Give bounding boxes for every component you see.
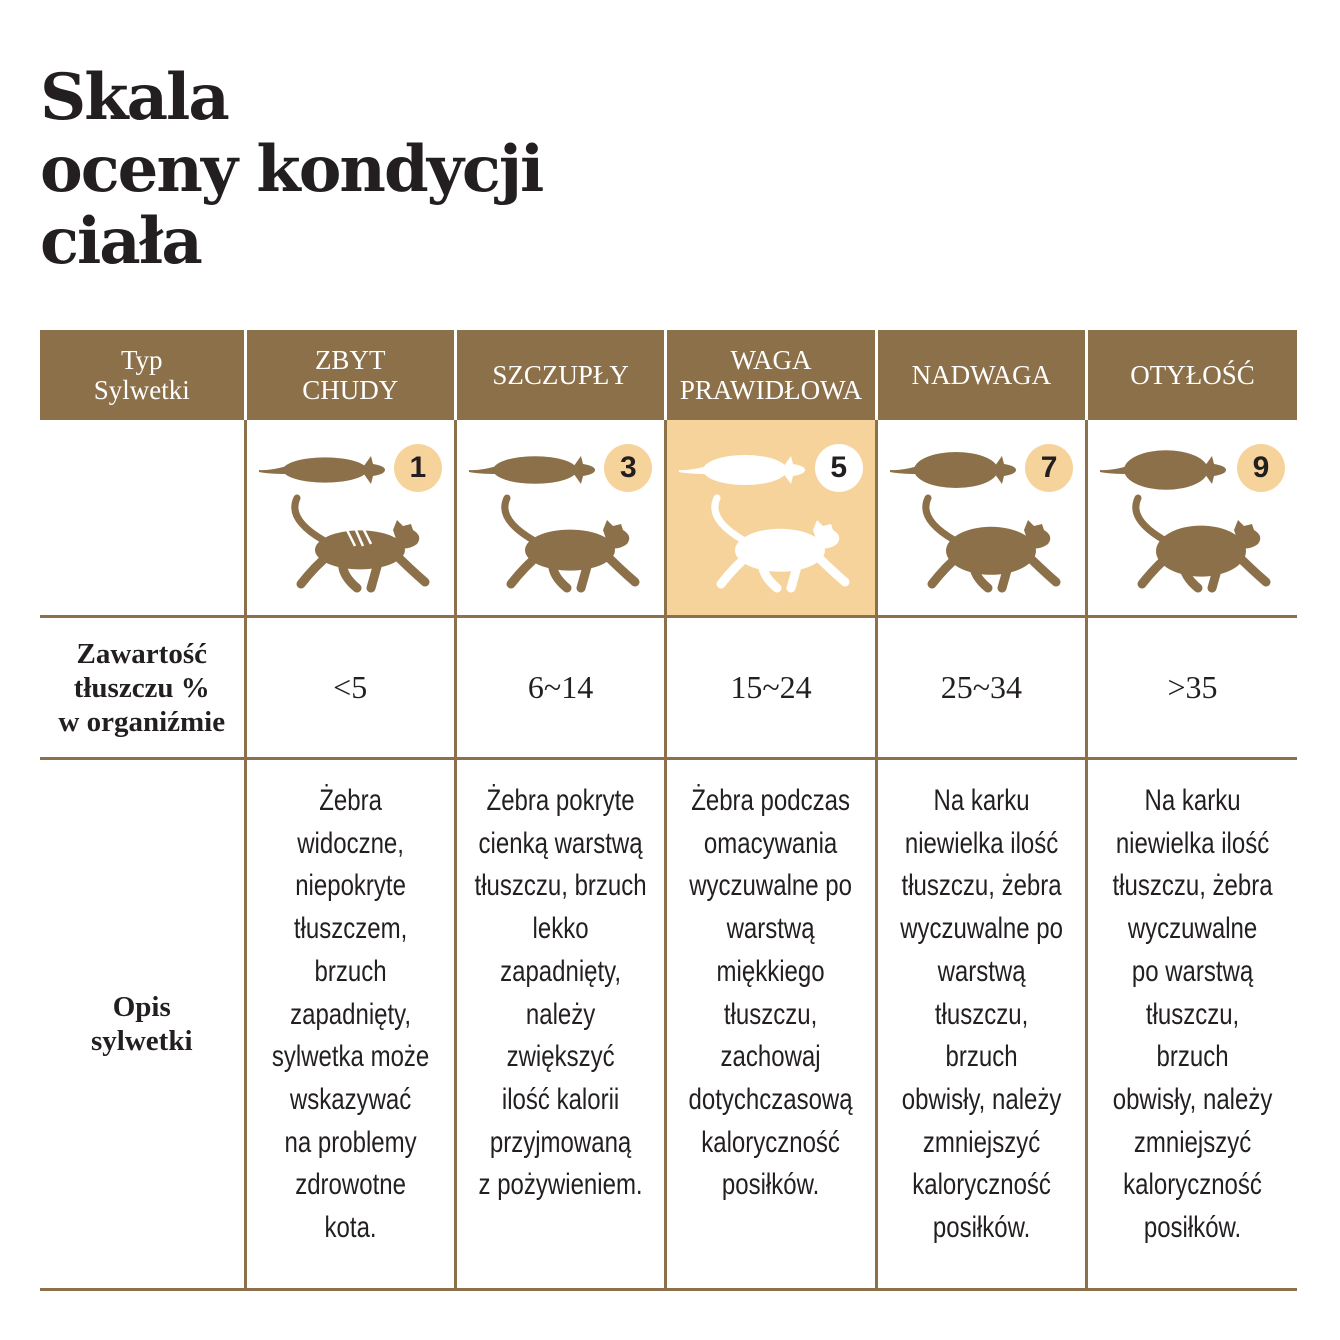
cat-side-view-icon [922, 494, 1061, 593]
silhouettes: 5 [667, 420, 874, 615]
fat-value: >35 [1085, 616, 1297, 760]
description-row: Opis sylwetki Żebra widoczne, niepokryte… [40, 758, 1297, 1291]
description-cell: Na karku niewielka ilość tłuszczu, żebra… [874, 758, 1087, 1291]
cat-top-view-icon [1100, 450, 1227, 490]
silhouettes: 3 [457, 420, 664, 615]
silhouette-row: 1 3 5 7 9 [40, 420, 1297, 618]
fat-row-label: Zawartość tłuszczu % w organiźmie [40, 616, 245, 760]
silhouette-cell: 3 [453, 420, 666, 618]
row-label-header: Typ Sylwetki [40, 330, 245, 420]
cat-top-view-icon [679, 455, 806, 485]
fat-value: 15~24 [664, 616, 877, 760]
score-badge: 9 [1237, 444, 1285, 492]
column-header: OTYŁOŚĆ [1085, 330, 1297, 420]
score-badge: 5 [814, 444, 863, 492]
fat-row: Zawartość tłuszczu % w organiźmie <5 6~1… [40, 616, 1297, 760]
description-cell: Żebra podczas omacywania wyczuwalne po w… [664, 758, 877, 1291]
description-row-label: Opis sylwetki [40, 758, 245, 1291]
cat-side-view-icon [501, 494, 640, 593]
cat-top-view-icon [258, 456, 385, 484]
empty-cell [40, 420, 245, 618]
silhouette-cell: 5 [664, 420, 877, 618]
header-row: Typ Sylwetki ZBYT CHUDY SZCZUPŁY WAGA PR… [40, 330, 1297, 420]
description-cell: Żebra pokryte cienką warstwą tłuszczu, b… [453, 758, 666, 1291]
cat-side-view-icon [1132, 494, 1271, 593]
silhouette-cell: 1 [243, 420, 456, 618]
silhouette-cell: 7 [874, 420, 1087, 618]
silhouettes: 9 [1088, 420, 1297, 615]
silhouettes: 1 [247, 420, 454, 615]
body-condition-table: Typ Sylwetki ZBYT CHUDY SZCZUPŁY WAGA PR… [40, 330, 1297, 1291]
cat-top-view-icon [468, 456, 595, 484]
fat-value: 25~34 [874, 616, 1087, 760]
score-badge: 1 [393, 444, 442, 492]
cat-side-view-icon [711, 494, 850, 593]
page-title: Skala oceny kondycji ciała [40, 60, 544, 279]
column-header: SZCZUPŁY [453, 330, 666, 420]
column-header: WAGA PRAWIDŁOWA [664, 330, 877, 420]
fat-value: <5 [243, 616, 456, 760]
description-cell: Na karku niewielka ilość tłuszczu, żebra… [1085, 758, 1297, 1291]
fat-value: 6~14 [453, 616, 666, 760]
cat-top-view-icon [889, 452, 1016, 488]
score-badge: 3 [604, 444, 653, 492]
description-cell: Żebra widoczne, niepokryte tłuszczem, br… [243, 758, 456, 1291]
score-badge: 7 [1025, 444, 1074, 492]
column-header: NADWAGA [874, 330, 1087, 420]
silhouette-cell: 9 [1085, 420, 1297, 618]
cat-side-view-icon [290, 494, 429, 593]
column-header: ZBYT CHUDY [243, 330, 456, 420]
silhouettes: 7 [878, 420, 1085, 615]
